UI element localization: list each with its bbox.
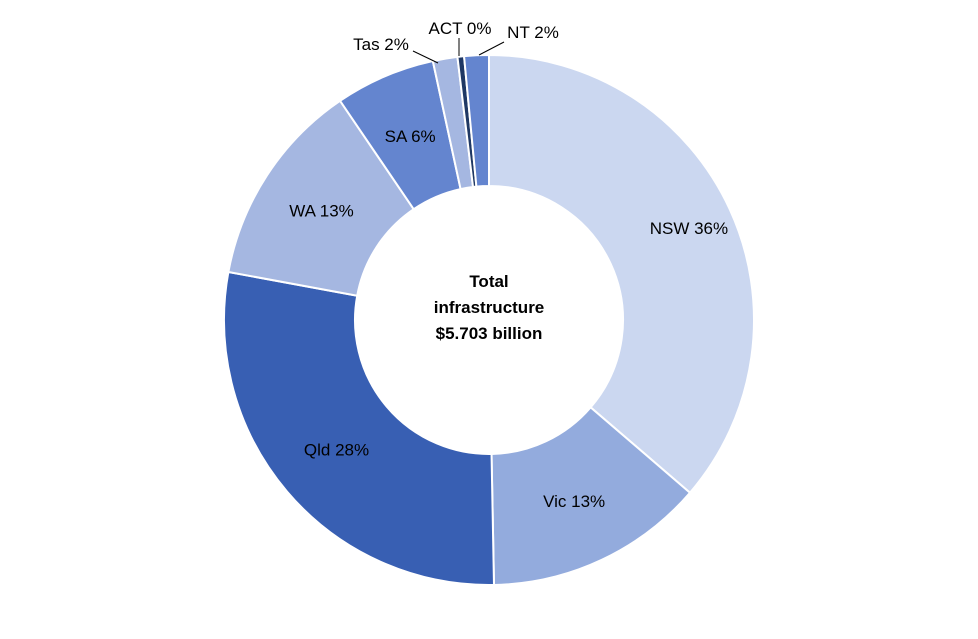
label-vic: Vic 13%	[543, 492, 605, 511]
label-nt: NT 2%	[507, 23, 559, 42]
leader-tas	[412, 50, 439, 64]
label-sa: SA 6%	[385, 127, 436, 146]
leader-lines	[412, 38, 505, 64]
center-label-line-2: infrastructure	[434, 298, 545, 317]
label-wa: WA 13%	[289, 202, 354, 221]
slice-nsw	[488, 53, 755, 495]
label-qld: Qld 28%	[304, 440, 369, 459]
slice-wa	[227, 99, 416, 297]
center-label: Total infrastructure $5.703 billion	[434, 272, 545, 343]
slice-vic	[490, 405, 692, 586]
donut-slices	[223, 53, 755, 586]
center-label-line-3: $5.703 billion	[436, 324, 543, 343]
label-nsw: NSW 36%	[650, 219, 728, 238]
slice-labels: NSW 36% Vic 13% Qld 28% WA 13% SA 6% Tas 2% AC…	[289, 19, 728, 511]
leader-nt	[478, 41, 505, 56]
label-act: ACT 0%	[429, 19, 492, 38]
label-tas: Tas 2%	[353, 35, 409, 54]
slice-nt	[462, 53, 490, 188]
center-label-line-1: Total	[469, 272, 508, 291]
slice-qld	[223, 270, 496, 586]
